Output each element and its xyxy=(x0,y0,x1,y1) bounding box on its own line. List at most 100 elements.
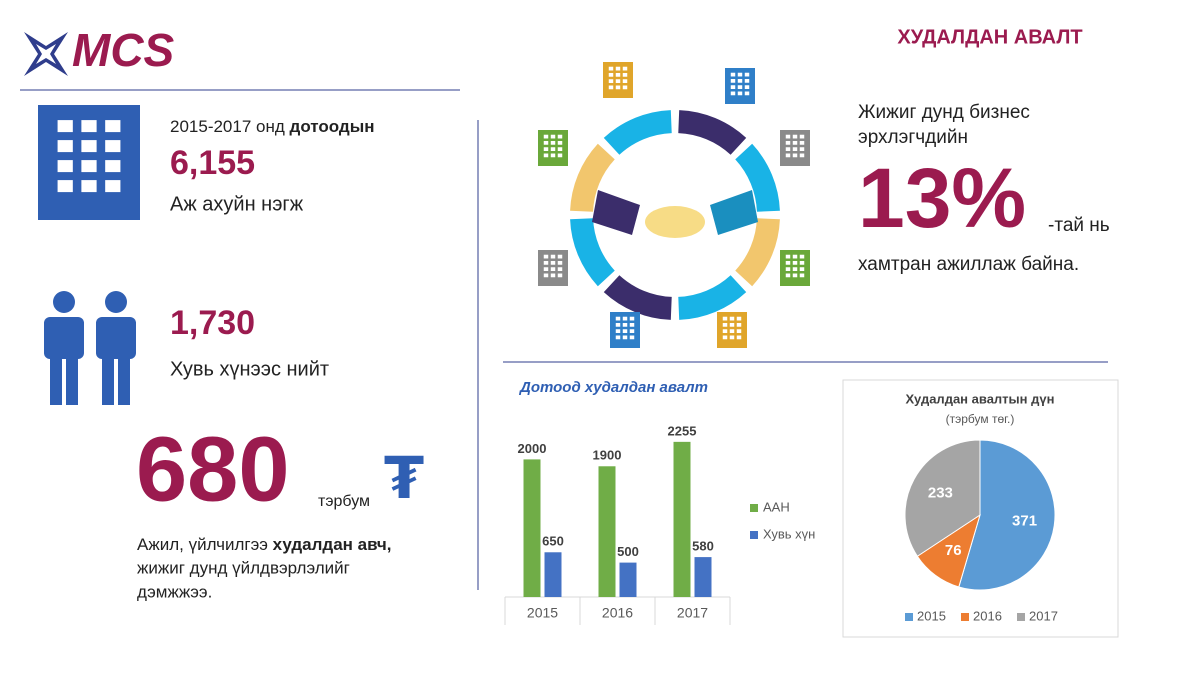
legend-label: 2016 xyxy=(973,608,1002,623)
value-label: 1900 xyxy=(593,448,622,463)
building-icon xyxy=(717,312,747,348)
bar xyxy=(598,466,616,597)
window xyxy=(57,160,73,173)
desc-bold: худалдан авч, xyxy=(273,535,392,554)
window xyxy=(785,140,791,145)
window xyxy=(737,72,743,77)
window xyxy=(608,79,614,84)
window xyxy=(105,140,121,153)
window xyxy=(629,316,635,321)
window xyxy=(622,329,628,334)
sleeve xyxy=(592,190,640,235)
ring-segment xyxy=(570,143,615,212)
period-bold: дотоодын xyxy=(290,117,375,136)
window xyxy=(81,180,97,193)
legend-swatch xyxy=(961,613,969,621)
window xyxy=(799,147,805,152)
window xyxy=(615,66,621,71)
window xyxy=(550,134,556,139)
building-icon xyxy=(538,130,568,166)
ring-segment xyxy=(603,275,672,320)
legend-swatch xyxy=(750,531,758,539)
desc-text: Ажил, үйлчилгээ xyxy=(137,535,268,554)
right-text: эрхлэгчдийн xyxy=(858,127,968,148)
bar xyxy=(673,441,691,597)
desc-line: дэмжжээ. xyxy=(137,582,212,601)
building-icon xyxy=(780,250,810,286)
window xyxy=(557,147,563,152)
window xyxy=(543,267,549,272)
right-text: Жижиг дунд бизнес xyxy=(858,102,1030,123)
period: 2015-2017 онд xyxy=(170,117,285,136)
logo-text: MCS xyxy=(72,24,175,76)
window xyxy=(792,260,798,265)
window xyxy=(550,260,556,265)
window xyxy=(792,140,798,145)
window xyxy=(792,254,798,259)
bar xyxy=(544,552,562,597)
currency: ₮ xyxy=(384,444,424,512)
window xyxy=(799,267,805,272)
pie-slice xyxy=(904,439,981,557)
people-icon xyxy=(44,291,136,405)
window xyxy=(744,78,750,83)
value-label: 580 xyxy=(692,539,714,554)
ring-segment xyxy=(570,218,615,287)
value-label: 500 xyxy=(617,544,639,559)
window xyxy=(629,335,635,340)
window xyxy=(622,66,628,71)
window xyxy=(557,140,563,145)
window xyxy=(792,153,798,158)
window xyxy=(737,78,743,83)
ring-segment xyxy=(678,275,747,320)
people-label: Хувь хүнээс нийт xyxy=(170,358,329,380)
window xyxy=(105,180,121,193)
chart-title: Худалдан авалтын дүн xyxy=(906,391,1055,406)
ring-segment xyxy=(678,110,747,155)
window xyxy=(799,153,805,158)
window xyxy=(799,134,805,139)
window xyxy=(615,329,621,334)
window xyxy=(729,322,735,327)
window xyxy=(730,91,736,96)
window xyxy=(722,316,728,321)
amount: 680 xyxy=(136,418,290,520)
window xyxy=(785,267,791,272)
legend-label: 2015 xyxy=(917,608,946,623)
window xyxy=(550,273,556,278)
window xyxy=(785,147,791,152)
window xyxy=(543,140,549,145)
value-label: 650 xyxy=(542,534,564,549)
building-icon xyxy=(38,105,140,220)
window xyxy=(57,180,73,193)
legend-label: Хувь хүн xyxy=(763,526,815,541)
window xyxy=(543,273,549,278)
window xyxy=(543,134,549,139)
window xyxy=(722,329,728,334)
window xyxy=(557,134,563,139)
window xyxy=(744,91,750,96)
desc-line: Ажил, үйлчилгээ худалдан авч, xyxy=(137,535,392,554)
window xyxy=(81,120,97,133)
x-tick-label: 2016 xyxy=(602,605,633,621)
sleeve xyxy=(710,190,758,235)
window xyxy=(799,254,805,259)
window xyxy=(557,260,563,265)
pie-slice xyxy=(958,439,1056,591)
window xyxy=(57,120,73,133)
window xyxy=(799,260,805,265)
percent: 13% xyxy=(858,151,1026,245)
window xyxy=(730,85,736,90)
window xyxy=(615,79,621,84)
window xyxy=(543,147,549,152)
window xyxy=(722,335,728,340)
window xyxy=(736,335,742,340)
desc-line: жижиг дунд үйлдвэрлэлийг xyxy=(137,558,350,577)
amount-unit: тэрбум xyxy=(318,493,370,510)
x-tick-label: 2015 xyxy=(527,605,558,621)
ring-segment xyxy=(735,218,780,287)
period-text: 2015-2017 онд дотоодын xyxy=(170,117,375,136)
window xyxy=(785,254,791,259)
right-text: хамтран ажиллаж байна. xyxy=(858,254,1079,275)
